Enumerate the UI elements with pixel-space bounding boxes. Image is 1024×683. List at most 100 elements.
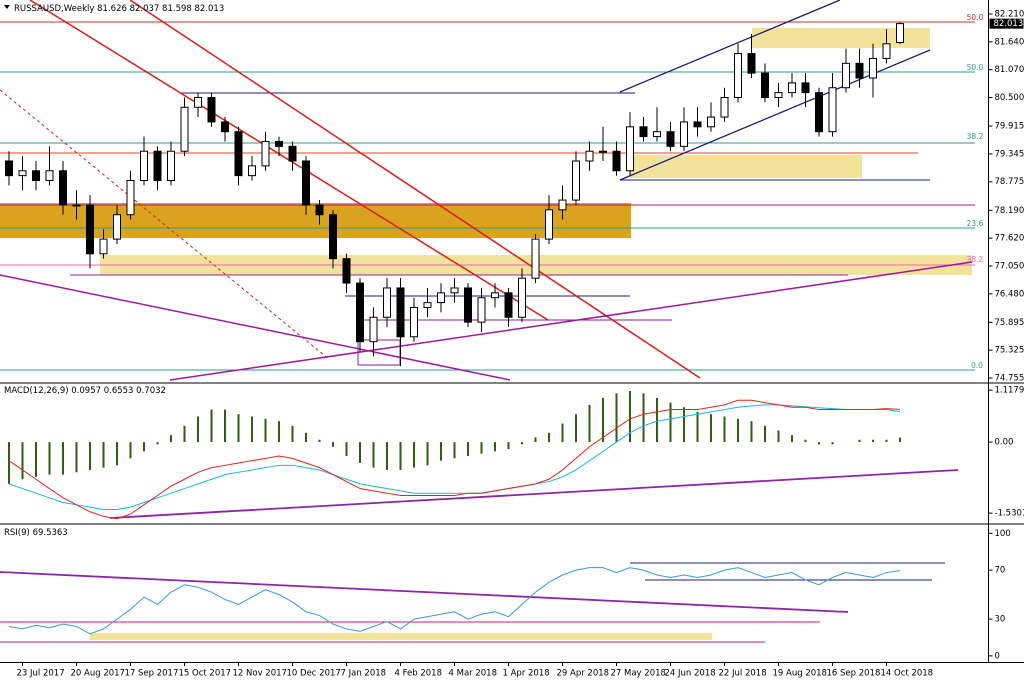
- indicator-value: 0.0957: [71, 386, 101, 396]
- high-value: 82.037: [130, 4, 160, 14]
- candle-body: [99, 238, 108, 255]
- indicator-title: RSI(9): [4, 528, 30, 538]
- price-marker-label: 82.013: [994, 19, 1024, 29]
- candle-body: [126, 180, 135, 216]
- x-tick-label: 29 Apr 2018: [557, 669, 610, 679]
- channel-line: [619, 49, 931, 181]
- candle-body: [423, 302, 432, 308]
- x-tick-label: 4 Mar 2018: [449, 669, 497, 679]
- indicator-header: RSI(9) 69.5363: [4, 528, 68, 538]
- candle-body: [410, 306, 418, 338]
- fib-label: 50.0: [967, 63, 984, 72]
- y-tick-label: 76.480: [995, 289, 1024, 299]
- candle-body: [626, 126, 634, 172]
- candle-body: [5, 160, 13, 177]
- trend-line: [109, 469, 959, 519]
- candle-body: [383, 287, 391, 318]
- candle-body: [329, 214, 337, 260]
- y-tick-label: 70: [995, 566, 1006, 576]
- candle-body: [221, 121, 229, 133]
- x-tick-label: 20 Aug 2017: [71, 669, 125, 679]
- candle-body: [788, 82, 796, 94]
- y-tick-label: 80.500: [995, 93, 1024, 103]
- candle-body: [801, 82, 810, 94]
- x-tick-label: 22 Jul 2018: [719, 669, 767, 679]
- candle-body: [437, 292, 445, 304]
- candle-body: [855, 62, 864, 79]
- candle-body: [275, 140, 283, 147]
- indicator-value: 69.5363: [33, 528, 68, 538]
- candle-body: [707, 116, 715, 128]
- x-tick-label: 7 Jan 2018: [341, 669, 387, 679]
- trend-line: [0, 571, 849, 613]
- x-tick-label: 24 Jun 2018: [665, 669, 716, 679]
- y-tick-label: 78.190: [995, 206, 1024, 216]
- y-tick-label: 77.620: [995, 234, 1024, 244]
- candle-body: [639, 126, 648, 138]
- y-tick-label: 74.755: [995, 374, 1024, 384]
- y-tick-label: 79.915: [995, 122, 1024, 132]
- candle-body: [86, 204, 94, 255]
- indicator-line: [8, 404, 901, 510]
- candle-body: [194, 97, 202, 108]
- candle-body: [869, 57, 877, 79]
- y-tick-label: 100: [995, 529, 1011, 539]
- candle-body: [369, 316, 378, 343]
- candle-body: [207, 97, 216, 123]
- candle-body: [518, 277, 526, 318]
- indicator-header: MACD(12,26,9) 0.0957 0.6553 0.7032: [4, 386, 166, 396]
- indicator-value: 0.6553: [104, 386, 134, 396]
- candle-body: [288, 145, 297, 162]
- x-tick-label: 19 Aug 2018: [773, 669, 827, 679]
- candle-body: [842, 62, 850, 89]
- candle-body: [693, 121, 702, 128]
- candle-body: [113, 214, 121, 240]
- candle-body: [531, 238, 540, 279]
- candle-body: [815, 92, 823, 133]
- x-tick-label: 27 May 2018: [611, 669, 666, 679]
- trend-line: [169, 261, 973, 381]
- candle-body: [396, 287, 405, 338]
- candle-body: [477, 297, 486, 323]
- frame: [0, 0, 1024, 663]
- y-tick-label: 30: [995, 615, 1006, 625]
- x-tick-label: 4 Feb 2018: [395, 669, 443, 679]
- x-tick-label: 16 Sep 2018: [827, 669, 881, 679]
- zone: [90, 633, 712, 640]
- menu-arrow[interactable]: [4, 5, 10, 9]
- candle-body: [59, 170, 67, 206]
- x-tick-label: 15 Oct 2017: [179, 669, 232, 679]
- y-tick-label: 0.00: [995, 438, 1014, 448]
- x-tick-label: 12 Nov 2017: [233, 669, 287, 679]
- candle-body: [32, 170, 40, 182]
- indicator-title: MACD(12,26,9): [4, 386, 69, 396]
- zone: [630, 155, 862, 178]
- candle-body: [680, 121, 688, 147]
- candle-body: [153, 150, 162, 182]
- candle-body: [545, 209, 553, 240]
- low-value: 81.598: [162, 4, 192, 14]
- indicator-line: [8, 567, 901, 635]
- x-tick-label: 1 Apr 2018: [503, 669, 550, 679]
- candle-body: [180, 106, 189, 152]
- candle-body: [599, 150, 607, 153]
- fib-label: 0.0: [971, 361, 983, 370]
- x-tick-label: 17 Sep 2017: [125, 669, 179, 679]
- y-tick-label: 1.1179: [995, 386, 1024, 396]
- candles: [5, 22, 904, 367]
- y-tick-label: 79.345: [995, 149, 1024, 159]
- fib-label: 38.2: [967, 132, 984, 141]
- y-tick-label: 81.070: [995, 65, 1024, 75]
- candle-body: [612, 150, 621, 172]
- candle-body: [734, 53, 742, 99]
- y-tick-label: 0: [995, 651, 1000, 661]
- candle-body: [356, 282, 364, 343]
- fib-label: 38.2: [967, 255, 984, 264]
- candle-body: [774, 92, 783, 99]
- open-value: 81.626: [97, 4, 127, 14]
- candle-body: [45, 170, 54, 182]
- candle-body: [653, 131, 661, 138]
- y-tick-label: 78.775: [995, 177, 1024, 187]
- y-tick-label: 75.325: [995, 346, 1024, 356]
